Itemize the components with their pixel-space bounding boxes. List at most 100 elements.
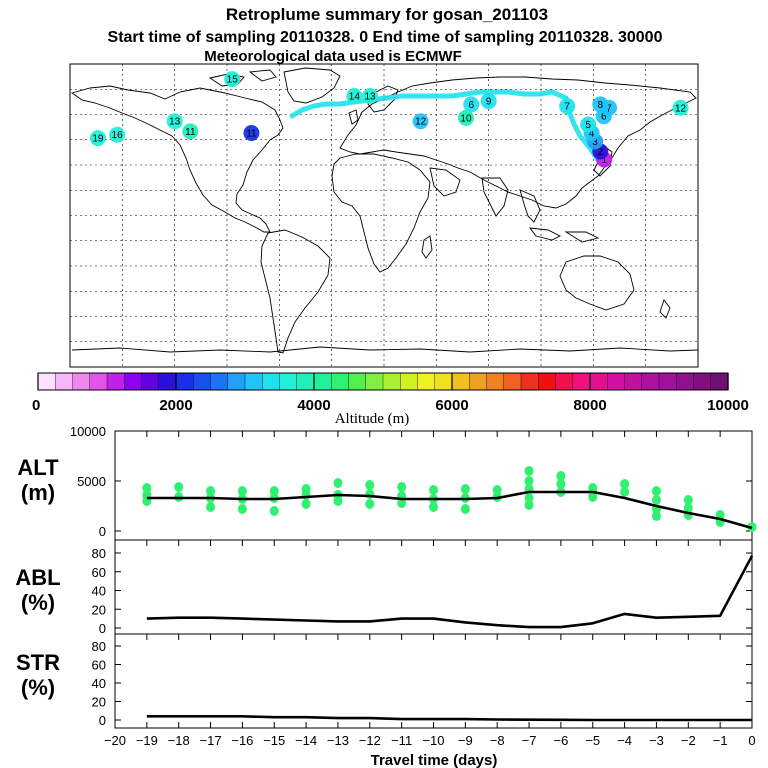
scatter-point bbox=[333, 478, 343, 488]
x-tick-label: −8 bbox=[490, 733, 505, 748]
colorbar-cell bbox=[469, 372, 488, 391]
colorbar-cell bbox=[331, 372, 350, 391]
colorbar-cell bbox=[348, 372, 367, 391]
scatter-point bbox=[651, 495, 661, 505]
colorbar-tick-label: 2000 bbox=[159, 397, 192, 414]
altitude-marker-label: 12 bbox=[415, 117, 427, 128]
colorbar-cell bbox=[158, 372, 177, 391]
x-tick-label: −17 bbox=[200, 733, 222, 748]
panels-frame bbox=[114, 430, 753, 729]
colorbar-cell bbox=[417, 372, 436, 391]
x-tick-label: −12 bbox=[359, 733, 381, 748]
altitude-marker bbox=[182, 123, 199, 140]
y-tick-label: 80 bbox=[92, 639, 106, 654]
colorbar-cell bbox=[37, 372, 56, 391]
colorbar-cell bbox=[658, 372, 677, 391]
colorbar-cell bbox=[710, 372, 729, 391]
altitude-marker-label: 13 bbox=[364, 91, 376, 102]
x-tick-label: −1 bbox=[713, 733, 728, 748]
x-tick-label: −5 bbox=[585, 733, 600, 748]
abl-panel-unit: (%) bbox=[21, 590, 55, 615]
x-tick-label: −10 bbox=[422, 733, 444, 748]
colorbar-tick-label: 10000 bbox=[707, 397, 749, 414]
x-tick-label: −13 bbox=[327, 733, 349, 748]
colorbar-cell bbox=[676, 372, 695, 391]
altitude-marker bbox=[672, 99, 689, 116]
scatter-point bbox=[620, 487, 630, 497]
alt-panel-label: ALT bbox=[17, 455, 59, 480]
colorbar-cell bbox=[624, 372, 643, 391]
y-tick-label: 40 bbox=[92, 584, 106, 599]
altitude-marker bbox=[457, 109, 474, 126]
colorbar-cell bbox=[106, 372, 125, 391]
scatter-point bbox=[524, 476, 534, 486]
colorbar-cell bbox=[175, 372, 194, 391]
altitude-colorbar: 0 2000 4000 6000 8000 10000 Altitude (m) bbox=[32, 372, 749, 427]
abl-panel-label: ABL bbox=[15, 565, 60, 590]
colorbar-cell bbox=[262, 372, 281, 391]
altitude-marker-label: 4 bbox=[589, 129, 595, 140]
x-tick-label: −6 bbox=[553, 733, 568, 748]
colorbar-cell bbox=[193, 372, 212, 391]
colorbar-tick-label: 6000 bbox=[435, 397, 468, 414]
scatter-point bbox=[429, 502, 438, 512]
abl-series-line bbox=[146, 555, 754, 629]
colorbar-cell bbox=[486, 372, 505, 391]
altitude-marker bbox=[166, 113, 183, 130]
y-tick-label: 80 bbox=[92, 546, 106, 561]
scatter-point bbox=[460, 484, 470, 494]
scatter-point bbox=[588, 492, 598, 502]
colorbar-cell bbox=[400, 372, 419, 391]
x-tick-label: −3 bbox=[649, 733, 664, 748]
scatter-point bbox=[651, 511, 661, 521]
y-tick-label: 60 bbox=[92, 565, 106, 580]
altitude-marker bbox=[463, 96, 480, 113]
altitude-marker-label: 9 bbox=[486, 97, 492, 108]
altitude-marker bbox=[89, 130, 106, 147]
colorbar-tick-label: 4000 bbox=[297, 397, 330, 414]
colorbar-cell bbox=[607, 372, 626, 391]
scatter-point bbox=[301, 499, 311, 509]
scatter-point bbox=[524, 500, 534, 510]
scatter-point bbox=[397, 498, 407, 508]
colorbar-cell bbox=[141, 372, 160, 391]
colorbar-cell bbox=[503, 372, 522, 391]
scatter-point bbox=[365, 499, 375, 509]
x-tick-label: −2 bbox=[681, 733, 696, 748]
altitude-marker bbox=[362, 87, 379, 104]
x-tick-label: −16 bbox=[231, 733, 253, 748]
alt-series-line bbox=[146, 490, 753, 530]
colorbar-cell bbox=[365, 372, 384, 391]
scatter-point bbox=[460, 504, 470, 514]
str-series-line bbox=[146, 714, 752, 722]
colorbar-cell bbox=[72, 372, 91, 391]
scatter-point bbox=[683, 503, 693, 513]
altitude-marker-label: 1 bbox=[601, 155, 607, 166]
figure-subtitle: Start time of sampling 20110328. 0 End t… bbox=[108, 29, 663, 46]
met-data-line: Meteorological data used is ECMWF bbox=[204, 48, 462, 65]
altitude-marker-label: 2 bbox=[598, 147, 604, 158]
scatter-point bbox=[556, 471, 566, 481]
altitude-marker-label: 13 bbox=[169, 117, 181, 128]
altitude-marker-label: 12 bbox=[675, 103, 687, 114]
colorbar-cell bbox=[572, 372, 591, 391]
altitude-marker-label: 6 bbox=[601, 112, 607, 123]
scatter-point bbox=[683, 495, 693, 505]
colorbar-cell bbox=[538, 372, 557, 391]
scatter-point bbox=[492, 485, 502, 495]
colorbar-cell bbox=[641, 372, 660, 391]
scatter-point bbox=[365, 480, 375, 490]
y-tick-label: 60 bbox=[92, 658, 106, 673]
colorbar-cell bbox=[279, 372, 298, 391]
str-panel-unit: (%) bbox=[21, 675, 55, 700]
colorbar-cell bbox=[89, 372, 108, 391]
altitude-marker-label: 7 bbox=[606, 103, 612, 114]
altitude-marker bbox=[109, 126, 126, 143]
colorbar-cell bbox=[227, 372, 246, 391]
y-tick-label: 0 bbox=[99, 713, 106, 728]
scatter-point bbox=[237, 486, 247, 496]
colorbar-tick-label: 8000 bbox=[573, 397, 606, 414]
str-panel-label: STR bbox=[16, 650, 60, 675]
y-tick-label: 0 bbox=[99, 621, 106, 636]
